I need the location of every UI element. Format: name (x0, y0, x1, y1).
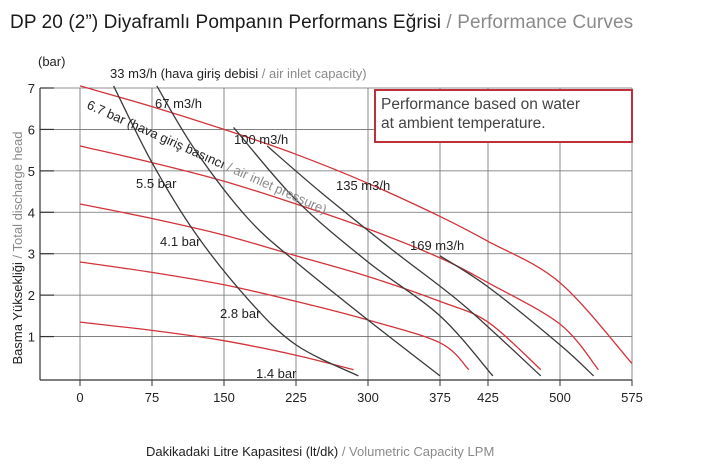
series-label-100: 100 m3/h (234, 132, 288, 147)
y-tick-label: 5 (28, 164, 35, 179)
pressure-curves (79, 85, 633, 371)
air-flow-group-label-english: air inlet capacity) (269, 66, 367, 81)
pressure-curve-2-8-bar (79, 261, 470, 371)
note-line-2: at ambient temperature. (381, 115, 546, 132)
pressure-curve-5-5-bar (79, 145, 599, 371)
pressure-curve-1-4-bar (79, 321, 354, 371)
air-flow-group-label-separator: / (258, 66, 269, 81)
pressure-curve-6-7-bar (79, 85, 633, 364)
air-flow-curve-135-m3-h (266, 145, 542, 377)
x-tick-label: 375 (429, 390, 451, 405)
y-tick-label: 2 (28, 288, 35, 303)
air-flow-curves (113, 85, 595, 377)
series-label-1-4: 1.4 bar (256, 366, 297, 381)
air-flow-curve-169-m3-h (439, 255, 595, 377)
x-axis-label-separator: / (338, 444, 349, 459)
y-tick-label: 7 (28, 81, 35, 96)
series-label-135: 135 m3/h (336, 178, 390, 193)
y-tick-label: 1 (28, 330, 35, 345)
x-tick-label: 150 (213, 390, 235, 405)
chart-title: DP 20 (2”) Diyaframlı Pompanın Performan… (10, 12, 633, 34)
x-axis-label-english: Volumetric Capacity LPM (349, 444, 494, 459)
x-tick-label: 0 (76, 390, 83, 405)
air-flow-group-label-turkish: (hava giriş debisi (161, 66, 259, 81)
x-tick-label: 425 (477, 390, 499, 405)
y-axis-label-separator: / (10, 252, 25, 263)
y-axis-label-english: Total discharge head (10, 132, 25, 252)
y-unit-label: (bar) (38, 54, 65, 69)
chart-title-separator: / (441, 12, 458, 33)
chart-title-turkish: DP 20 (2”) Diyaframlı Pompanın Performan… (10, 12, 442, 33)
air-flow-series-name-33: 33 m3/h (110, 66, 157, 81)
air-flow-group-label: 33 m3/h (hava giriş debisi / air inlet c… (110, 66, 367, 81)
axes (39, 88, 632, 381)
pressure-curve-4-1-bar (79, 203, 542, 371)
y-tick-label: 6 (28, 122, 35, 137)
x-tick-label: 500 (549, 390, 571, 405)
grid (40, 87, 633, 380)
x-axis-label: Dakikadaki Litre Kapasitesi (lt/dk) / Vo… (146, 444, 494, 459)
series-label-67: 67 m3/h (155, 96, 202, 111)
series-label-5-5: 5.5 bar (136, 176, 177, 191)
air-flow-curve-100-m3-h (233, 126, 494, 377)
air-flow-curve-33-m3-h (113, 85, 359, 377)
x-tick-label: 300 (357, 390, 379, 405)
note-line-1: Performance based on water (381, 96, 580, 113)
note-box: Performance based on water at ambient te… (374, 89, 633, 143)
chart-title-english: Performance Curves (457, 12, 634, 33)
x-tick-label: 575 (621, 390, 643, 405)
series-label-2-8: 2.8 bar (220, 306, 261, 321)
y-tick-label: 3 (28, 247, 35, 262)
x-tick-label: 225 (285, 390, 307, 405)
y-tick-label: 4 (28, 205, 35, 220)
y-ticks: 1 2 3 4 5 6 7 (28, 81, 54, 345)
x-ticks: 0 75 150 225 300 375 425 500 575 (76, 380, 643, 405)
y-axis-label: Basma Yüksekliği / Total discharge head (10, 132, 25, 365)
x-tick-label: 75 (145, 390, 159, 405)
pressure-group-label-turkish: (hava giriş basıncı (125, 115, 227, 172)
x-axis-label-turkish: Dakikadaki Litre Kapasitesi (lt/dk) (146, 444, 338, 459)
note-border (374, 89, 633, 143)
air-flow-curve-67-m3-h (156, 85, 441, 377)
series-label-4-1: 4.1 bar (160, 234, 201, 249)
series-label-169: 169 m3/h (410, 238, 464, 253)
pressure-group-label: 6.7 bar (hava giriş basıncı / air inlet … (85, 97, 329, 217)
y-axis-label-turkish: Basma Yüksekliği (10, 262, 25, 364)
